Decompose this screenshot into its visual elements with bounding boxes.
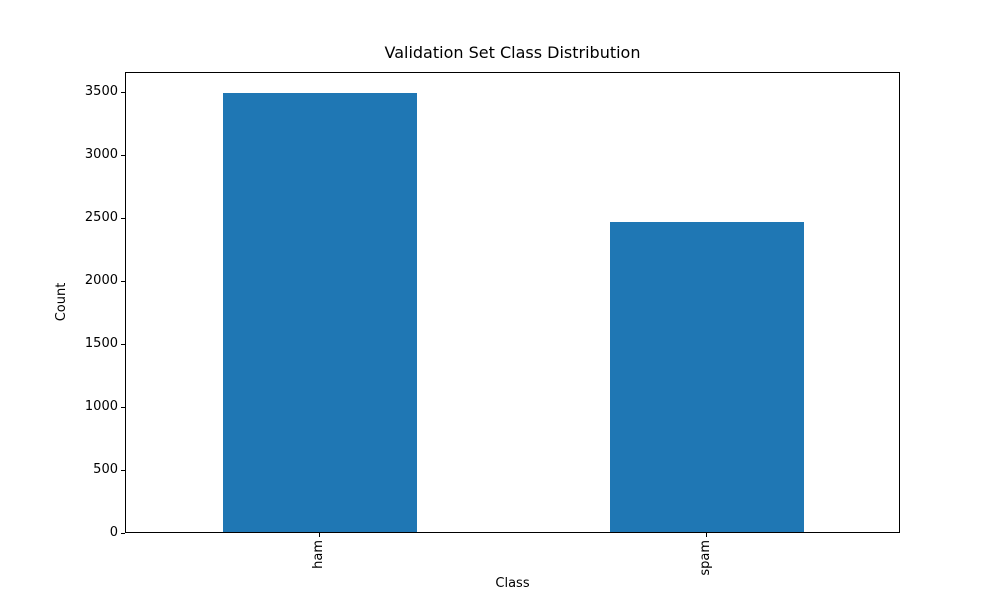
bar-spam: [610, 222, 805, 532]
y-tick-mark: [121, 217, 125, 219]
x-axis-label: Class: [495, 576, 530, 591]
plot-area: [125, 72, 900, 533]
y-tick-mark: [121, 533, 125, 534]
y-tick-mark: [121, 154, 125, 156]
x-tick-mark: [318, 533, 320, 537]
y-tick-label-0: 0: [109, 525, 118, 540]
y-tick-mark: [121, 469, 125, 471]
y-tick-label-3500: 3500: [84, 83, 118, 99]
y-tick-mark: [121, 343, 125, 345]
y-tick-label-2500: 2500: [84, 209, 118, 225]
y-tick-label-3000: 3000: [84, 146, 118, 162]
y-tick-label-1500: 1500: [84, 335, 118, 351]
y-tick-label-1000: 1000: [84, 398, 118, 414]
x-tick-label-spam: spam: [698, 540, 714, 576]
x-tick-label-ham: ham: [310, 540, 326, 569]
y-tick-label-2000: 2000: [84, 272, 118, 288]
x-tick-mark: [706, 533, 708, 537]
y-tick-mark: [121, 280, 125, 282]
y-tick-label-500: 500: [93, 461, 118, 477]
y-tick-mark: [121, 91, 125, 93]
bar-ham: [222, 93, 417, 532]
chart-title: Validation Set Class Distribution: [384, 43, 641, 62]
y-tick-mark: [121, 406, 125, 408]
